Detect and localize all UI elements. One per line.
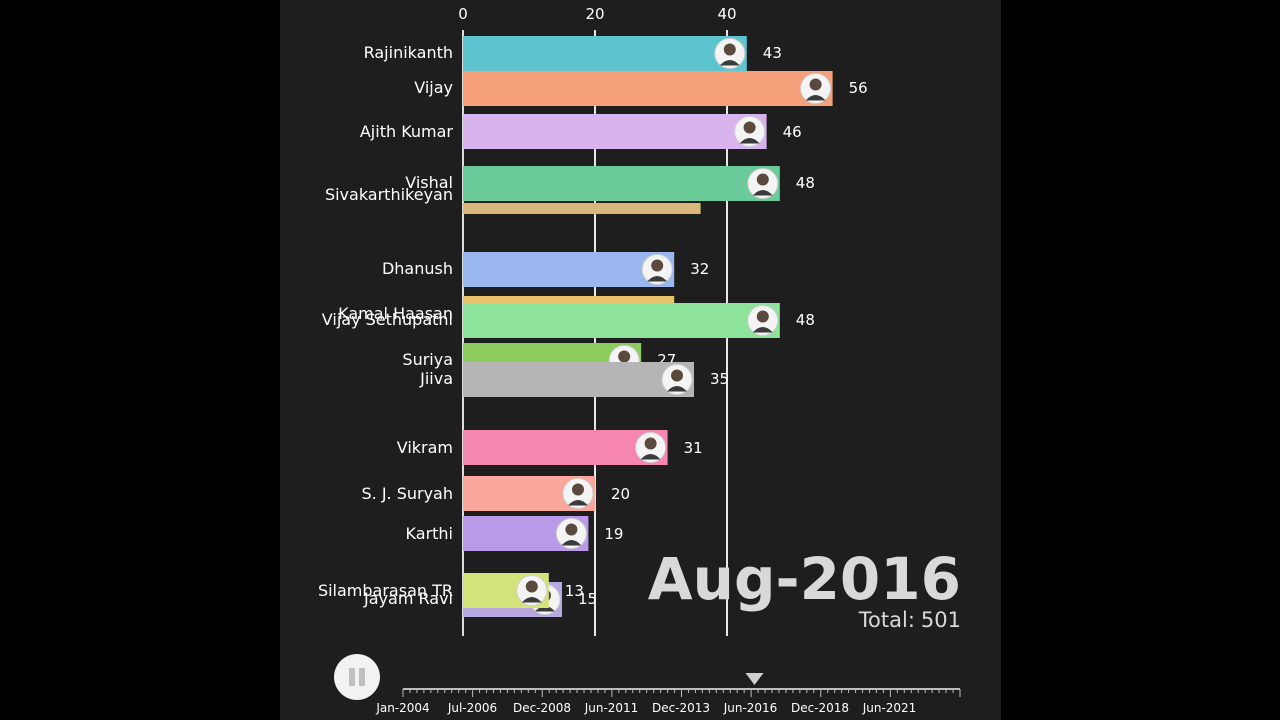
avatar-body-icon bbox=[640, 454, 661, 460]
total-label: Total: bbox=[858, 608, 915, 632]
bar-group: 46 Ajith Kumar bbox=[360, 114, 802, 149]
total-value: 501 bbox=[920, 608, 961, 632]
bar bbox=[463, 166, 780, 201]
bar bbox=[463, 296, 675, 307]
bar-name-label: Dhanush bbox=[382, 259, 453, 278]
bar bbox=[463, 362, 694, 397]
bar-group: 48 Vijay Sethupathi bbox=[322, 303, 815, 338]
timeline-label: Dec-2018 bbox=[791, 701, 849, 715]
bar-group: Sivakarthikeyan bbox=[325, 185, 701, 214]
bar bbox=[463, 430, 668, 465]
x-tick-label: 20 bbox=[585, 5, 604, 23]
bar-name-label: Karthi bbox=[406, 524, 453, 543]
bar bbox=[463, 36, 747, 71]
bar-group: 35 Jiiva bbox=[419, 362, 729, 397]
avatar-head-icon bbox=[618, 350, 631, 363]
timeline-label: Jun-2011 bbox=[584, 701, 639, 715]
avatar-head-icon bbox=[743, 121, 756, 134]
bar bbox=[463, 203, 701, 214]
avatar-body-icon bbox=[647, 276, 668, 282]
x-axis-ticks: 0 20 40 bbox=[458, 5, 736, 23]
timeline-label: Dec-2013 bbox=[652, 701, 710, 715]
value-label: 13 bbox=[565, 582, 584, 600]
bar-chart: 0 20 40 43 Rajinikanth 56 Vijay 46 Ajith Kumar S… bbox=[318, 5, 868, 636]
bar-group: 48 Vishal bbox=[405, 166, 815, 201]
avatar-head-icon bbox=[756, 310, 769, 323]
avatar-body-icon bbox=[521, 597, 542, 603]
pause-icon bbox=[349, 668, 355, 686]
avatar-head-icon bbox=[565, 523, 578, 536]
timeline-label: Jul-2006 bbox=[447, 701, 497, 715]
bar-group: 13 Silambarasan TR bbox=[318, 573, 584, 608]
avatar-head-icon bbox=[644, 437, 657, 450]
value-label: 32 bbox=[690, 260, 709, 278]
x-tick-label: 0 bbox=[458, 5, 468, 23]
x-tick-label: 40 bbox=[717, 5, 736, 23]
value-label: 48 bbox=[796, 311, 815, 329]
bar-name-label: Jayam Ravi bbox=[363, 589, 453, 608]
avatar-head-icon bbox=[723, 43, 736, 56]
value-label: 46 bbox=[783, 123, 802, 141]
bar-group: 32 Dhanush bbox=[382, 252, 709, 287]
bar-name-label: Jiiva bbox=[419, 369, 453, 388]
bar-name-label: Kamal Haasan bbox=[338, 304, 453, 323]
bar-name-label: Vijay Sethupathi bbox=[322, 310, 453, 329]
bar-name-label: Suriya bbox=[402, 350, 453, 369]
avatar-head-icon bbox=[756, 173, 769, 186]
avatar-body-icon bbox=[752, 190, 773, 196]
bar-name-label: Rajinikanth bbox=[364, 43, 453, 62]
bar bbox=[463, 252, 675, 287]
avatar-head-icon bbox=[525, 580, 538, 593]
avatar-head-icon bbox=[651, 259, 664, 272]
bar bbox=[463, 303, 780, 338]
value-label: 20 bbox=[611, 485, 630, 503]
timeline-label: Jun-2016 bbox=[723, 701, 778, 715]
avatar-head-icon bbox=[809, 78, 822, 91]
avatar-body-icon bbox=[752, 327, 773, 333]
bar-group: 19 Karthi bbox=[406, 516, 623, 551]
bar-name-label: Ajith Kumar bbox=[360, 122, 454, 141]
avatar-body-icon bbox=[739, 138, 760, 144]
chart-stage: 0 20 40 43 Rajinikanth 56 Vijay 46 Ajith Kumar S… bbox=[280, 0, 1001, 720]
value-label: 19 bbox=[604, 525, 623, 543]
value-label: 56 bbox=[849, 79, 868, 97]
timeline-label: Jun-2021 bbox=[862, 701, 917, 715]
value-label: 31 bbox=[684, 439, 703, 457]
timeline-slider[interactable]: Jan-2004 Jul-2006 Dec-2008 Jun-2011 Dec-2013… bbox=[280, 660, 1001, 720]
avatar-body-icon bbox=[805, 95, 826, 101]
bar-group: 31 Vikram bbox=[397, 430, 703, 465]
bar-group: 20 S. J. Suryah bbox=[361, 476, 630, 511]
avatar-body-icon bbox=[667, 386, 687, 392]
bar-group: 56 Vijay bbox=[414, 71, 868, 106]
bar-name-label: Vikram bbox=[397, 438, 453, 457]
timeline-marker-icon[interactable] bbox=[745, 673, 764, 685]
pause-button[interactable] bbox=[334, 654, 380, 700]
bar bbox=[463, 114, 767, 149]
value-label: 48 bbox=[796, 174, 815, 192]
bar-name-label: S. J. Suryah bbox=[361, 484, 453, 503]
avatar-body-icon bbox=[568, 500, 588, 506]
avatar-head-icon bbox=[572, 483, 584, 496]
total-count: Total: 501 bbox=[853, 608, 961, 632]
bar-name-label: Sivakarthikeyan bbox=[325, 185, 453, 204]
value-label: 15 bbox=[578, 590, 597, 608]
pause-icon bbox=[359, 668, 365, 686]
bar-name-label: Silambarasan TR bbox=[318, 581, 453, 600]
avatar-body-icon bbox=[719, 60, 740, 66]
avatar-body-icon bbox=[561, 540, 582, 546]
bar bbox=[463, 71, 833, 106]
value-label: 35 bbox=[710, 370, 729, 388]
avatar-head-icon bbox=[671, 369, 683, 382]
bar-group: 43 Rajinikanth bbox=[364, 36, 782, 71]
value-label: 43 bbox=[763, 44, 782, 62]
timeline-label: Dec-2008 bbox=[513, 701, 571, 715]
bars: 43 Rajinikanth 56 Vijay 46 Ajith Kumar Sivakar… bbox=[318, 36, 868, 617]
bar-group: Kamal Haasan bbox=[338, 296, 675, 323]
bar-name-label: Vijay bbox=[414, 78, 453, 97]
bar-name-label: Vishal bbox=[405, 173, 453, 192]
timeline-label: Jan-2004 bbox=[375, 701, 429, 715]
current-date: Aug-2016 bbox=[647, 545, 961, 613]
